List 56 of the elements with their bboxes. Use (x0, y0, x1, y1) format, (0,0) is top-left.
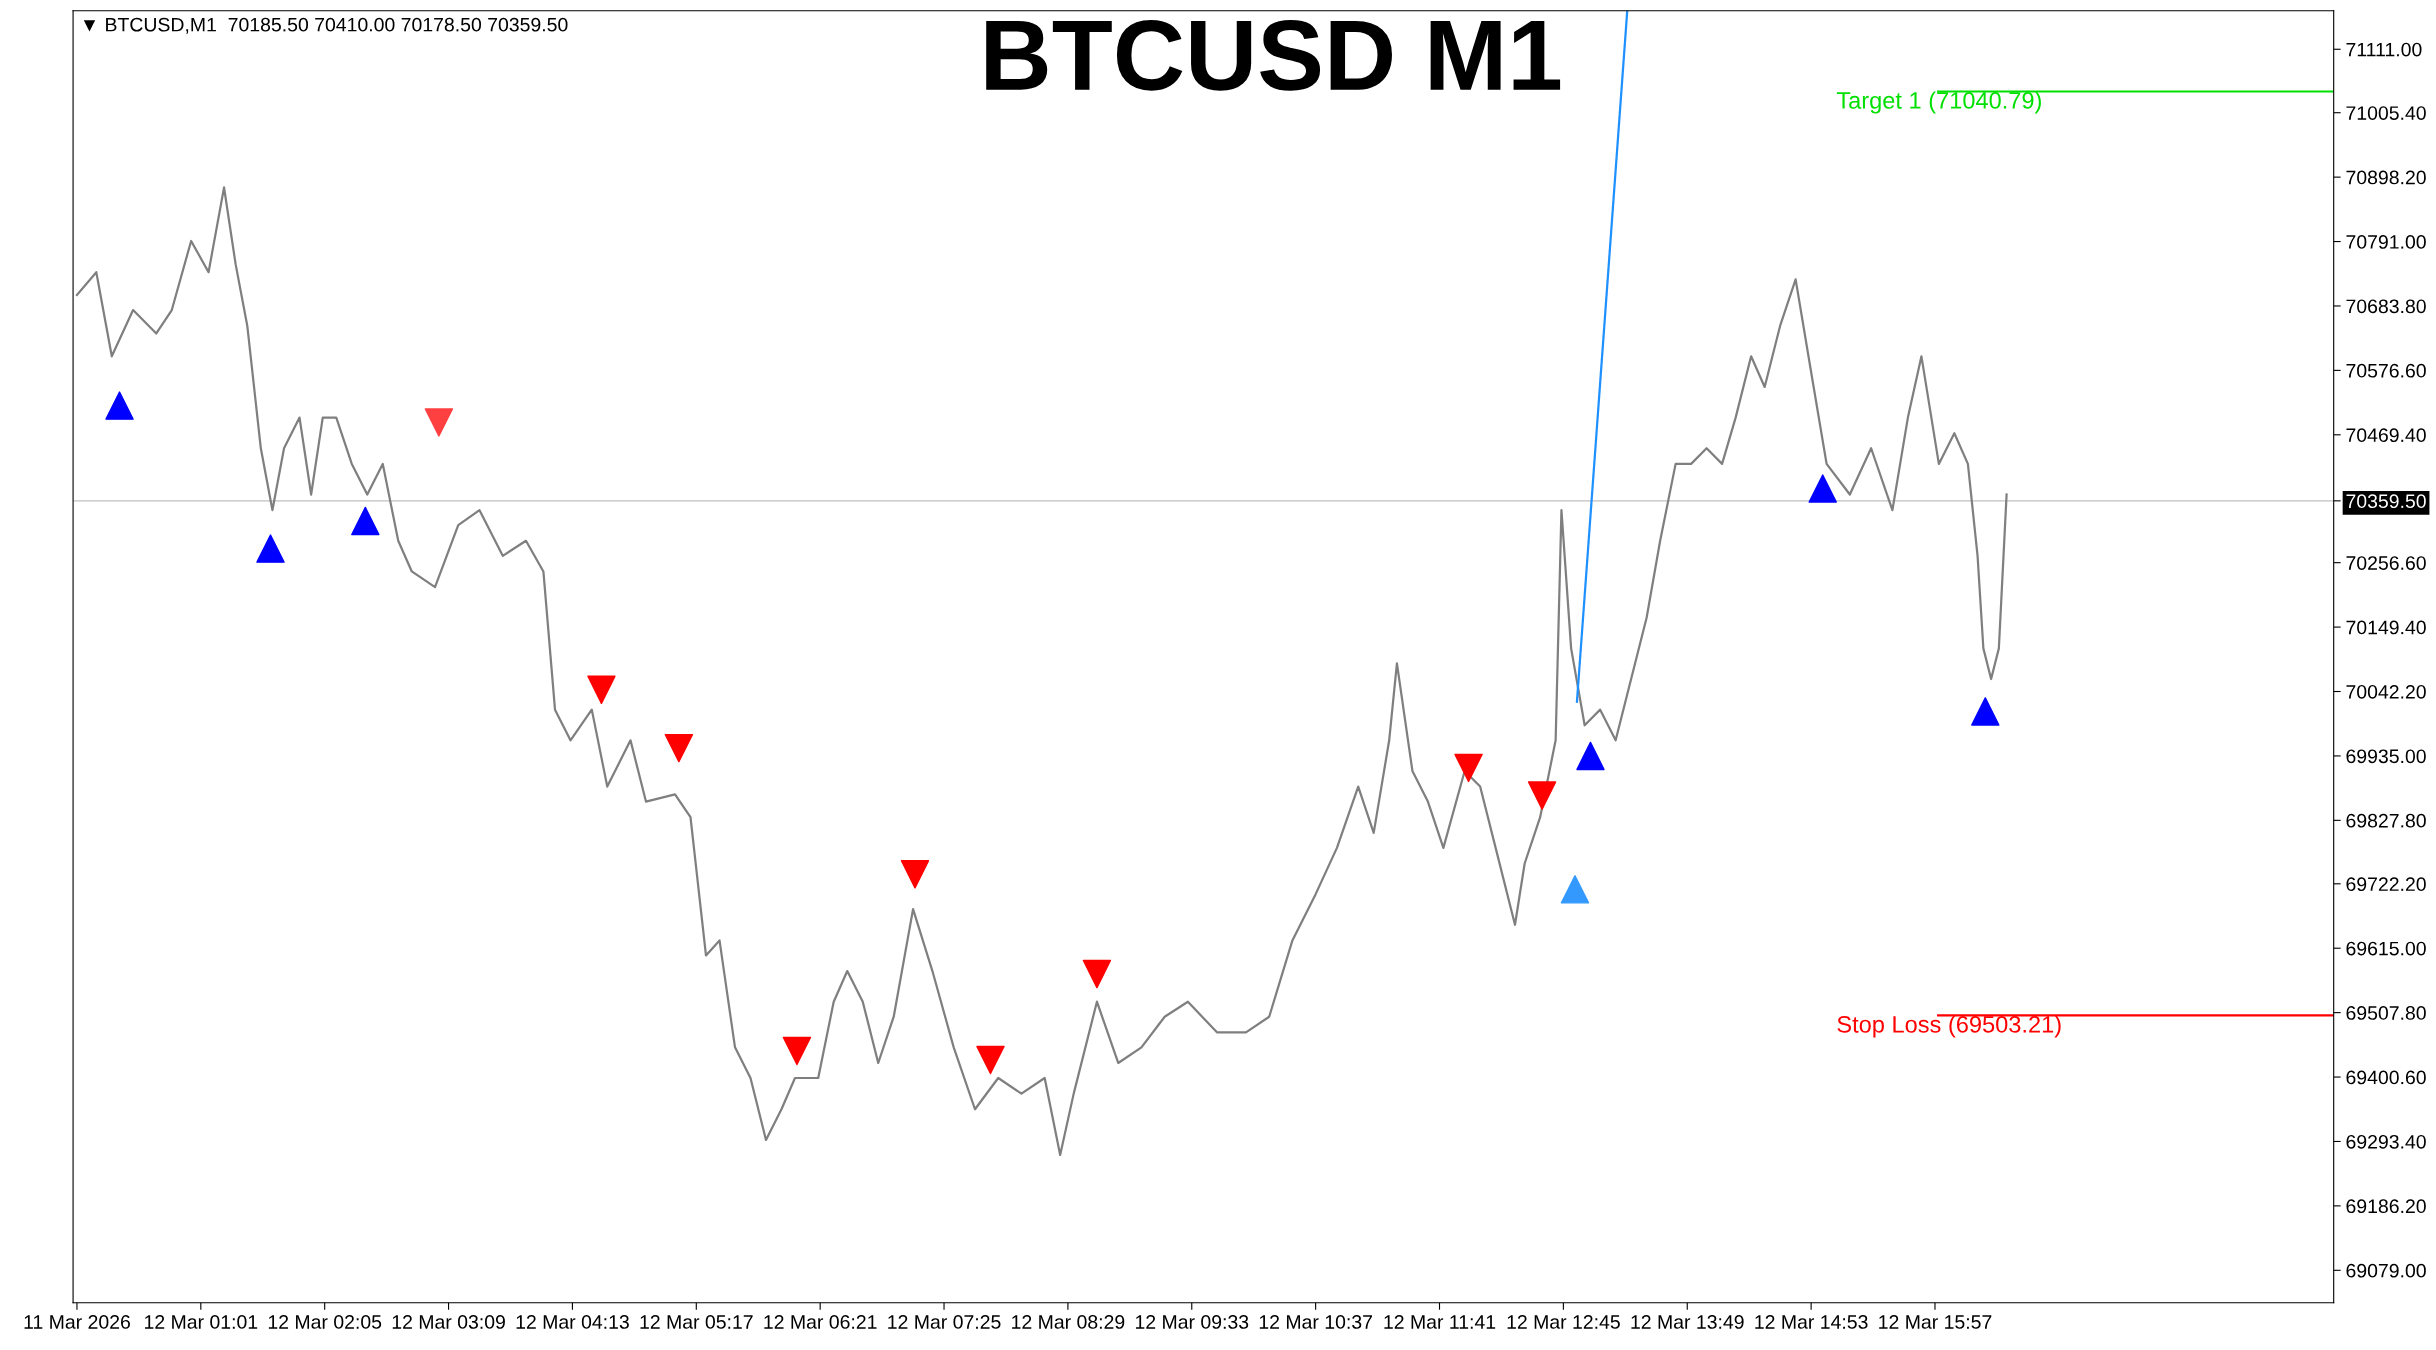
y-tick-label: 70359.50 (2346, 494, 2426, 509)
y-tick-label: 69827.80 (2346, 813, 2426, 828)
chart-title: BTCUSD M1 (986, 19, 1561, 91)
y-tick-label: 70576.60 (2346, 363, 2426, 378)
y-tick-label: 69507.80 (2346, 1006, 2426, 1020)
x-tick-label: 12 Mar 03:09 (392, 1315, 505, 1329)
y-tick-label: 71111.00 (2346, 42, 2422, 57)
y-tick-label: 69935.00 (2346, 749, 2426, 764)
point (105, 391, 134, 420)
x-tick-label: 12 Mar 01:01 (145, 1315, 258, 1329)
y-tick-label: 70149.40 (2346, 620, 2426, 635)
x-tick-label: 12 Mar 04:13 (516, 1315, 629, 1329)
point (664, 733, 694, 763)
x-tick-label: 12 Mar 06:21 (764, 1315, 877, 1329)
point (1576, 741, 1605, 771)
point (1808, 474, 1837, 503)
x-tick-label: 12 Mar 08:29 (1012, 1315, 1125, 1329)
y-tick-label: 70256.60 (2346, 556, 2426, 570)
y-tick-label: 70042.20 (2346, 684, 2426, 699)
y-tick-label: 69293.40 (2346, 1134, 2426, 1149)
point (1527, 781, 1557, 810)
ref-line-label: Stop Loss (69503.21) (1837, 1015, 2061, 1038)
x-tick-label: 12 Mar 07:25 (888, 1315, 1001, 1329)
y-tick-label: 69615.00 (2346, 941, 2426, 956)
point (900, 860, 930, 889)
point (1971, 697, 2000, 726)
annotation: ▼ BTCUSD,M1 70185.50 70410.00 70178.50 70359.50 (83, 17, 568, 34)
ref-line-label: Target 1 (71040.79) (1836, 91, 2041, 114)
point (587, 675, 616, 705)
y-tick-label: 70683.80 (2346, 299, 2426, 314)
y-tick-label: 70469.40 (2346, 428, 2426, 443)
x-tick-label: 11 Mar 2026 (24, 1315, 130, 1329)
point (424, 408, 454, 437)
point (976, 1045, 1005, 1075)
y-tick-label: 69722.20 (2346, 877, 2426, 892)
x-tick-label: 12 Mar 02:05 (268, 1315, 382, 1329)
y-tick-label: 69079.00 (2346, 1263, 2426, 1278)
y-tick-label: 70898.20 (2346, 170, 2426, 185)
point (351, 506, 380, 536)
y-tick-label: 71005.40 (2346, 106, 2426, 120)
point (782, 1036, 812, 1066)
point (256, 534, 285, 563)
point (1454, 753, 1483, 783)
x-tick-label: 12 Mar 12:45 (1507, 1315, 1620, 1329)
x-tick-label: 12 Mar 05:17 (640, 1315, 753, 1329)
point (1082, 959, 1112, 989)
x-tick-label: 12 Mar 11:41 (1384, 1315, 1496, 1329)
y-tick-label: 69400.60 (2346, 1070, 2426, 1085)
point (1560, 875, 1590, 904)
x-tick-label: 12 Mar 13:49 (1631, 1315, 1744, 1329)
y-tick-label: 70791.00 (2346, 235, 2426, 249)
x-tick-label: 12 Mar 15:57 (1879, 1315, 1992, 1329)
y-tick-label: 69186.20 (2346, 1199, 2426, 1214)
x-tick-label: 12 Mar 14:53 (1755, 1315, 1868, 1329)
x-tick-label: 12 Mar 10:37 (1259, 1315, 1372, 1329)
x-tick-label: 12 Mar 09:33 (1135, 1315, 1249, 1329)
